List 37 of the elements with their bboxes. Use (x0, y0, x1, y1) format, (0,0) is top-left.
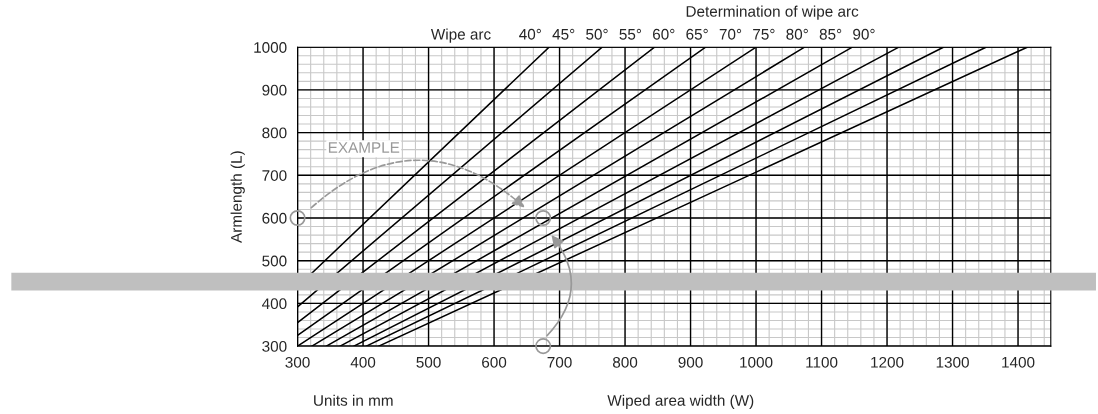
text: 70° (719, 28, 742, 40)
text: 65° (686, 28, 708, 40)
y-tick-label: 700 (262, 170, 287, 181)
x-tick-label: 600 (482, 356, 507, 368)
text: 85° (819, 28, 842, 40)
y-tick-label: 1000 (254, 42, 287, 53)
x-tick-label: 900 (678, 356, 703, 368)
text: Units in mm (314, 394, 393, 406)
x-tick-label: 700 (547, 356, 572, 368)
y-axis-title: Armlength (L) (230, 151, 245, 243)
text: 45° (552, 28, 575, 40)
x-tick-label: 1100 (806, 356, 838, 368)
text: 60° (653, 28, 675, 40)
y-tick-label: 800 (262, 127, 287, 139)
text: 75° (753, 28, 775, 40)
text: 90° (853, 28, 875, 40)
x-tick-label: 500 (416, 356, 441, 368)
y-tick-label: 500 (262, 255, 287, 267)
x-tick-label: 1300 (936, 356, 969, 368)
text: 50° (586, 28, 608, 40)
text: 55° (619, 28, 642, 40)
x-tick-label: 800 (612, 356, 638, 368)
chart-title: Determination of wipe arc (686, 5, 859, 20)
y-tick-label: 300 (262, 340, 287, 352)
x-tick-label: 300 (285, 356, 310, 368)
y-tick-label: 400 (262, 298, 287, 310)
y-tick-label: 600 (262, 212, 287, 224)
text: 40° (519, 28, 541, 40)
y-tick-label: 900 (262, 84, 287, 96)
text: 80° (786, 28, 808, 40)
x-tick-label: 400 (350, 356, 376, 368)
x-axis-title: Wiped area width (W) (607, 394, 754, 409)
x-tick-label: 1000 (740, 356, 773, 368)
x-tick-label: 1200 (871, 356, 904, 368)
x-tick-label: 1400 (1002, 356, 1035, 368)
text: Wipe arc (430, 28, 491, 43)
annotation: EXAMPLE (328, 142, 400, 153)
